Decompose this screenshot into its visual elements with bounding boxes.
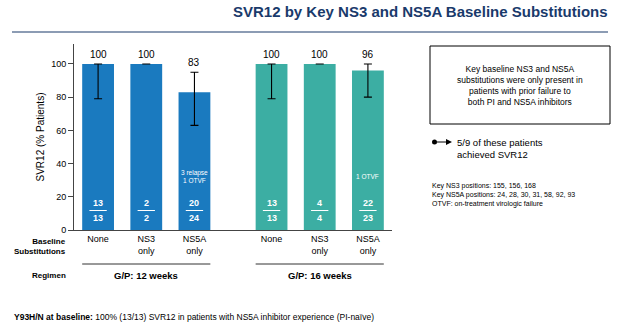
svg-text:5/9 of these patientsachieved: 5/9 of these patientsachieved SVR12 — [457, 137, 543, 160]
svg-text:13: 13 — [267, 198, 277, 208]
svg-text:100: 100 — [138, 49, 155, 60]
svg-text:Y93H/N at baseline: 100% (13/1: Y93H/N at baseline: 100% (13/13) SVR12 i… — [14, 312, 374, 322]
svg-text:100: 100 — [311, 49, 328, 60]
svg-text:100: 100 — [263, 49, 280, 60]
svg-text:13: 13 — [93, 198, 103, 208]
svg-text:Key baseline NS3 and NS5Asubst: Key baseline NS3 and NS5Asubstitutions w… — [457, 64, 583, 107]
svg-text:96: 96 — [362, 49, 374, 60]
svg-text:100: 100 — [51, 59, 66, 69]
svg-text:0: 0 — [61, 225, 66, 235]
svg-text:4: 4 — [317, 198, 322, 208]
svg-text:24: 24 — [189, 213, 199, 223]
svg-text:83: 83 — [188, 57, 200, 68]
svg-text:23: 23 — [363, 213, 373, 223]
svg-text:Key NS3 positions: 155, 156, 1: Key NS3 positions: 155, 156, 168Key NS5A… — [432, 182, 575, 208]
svg-text:SVR12 (% Patients): SVR12 (% Patients) — [35, 93, 46, 182]
svg-text:SVR12 by Key NS3 and NS5A Base: SVR12 by Key NS3 and NS5A Baseline Subst… — [233, 3, 608, 20]
svg-text:13: 13 — [267, 213, 277, 223]
svg-text:20: 20 — [56, 192, 66, 202]
svg-text:4: 4 — [317, 213, 322, 223]
svg-text:13: 13 — [93, 213, 103, 223]
svg-text:NS5Aonly: NS5Aonly — [356, 234, 380, 256]
svg-text:BaselineSubstitutions: BaselineSubstitutions — [14, 237, 66, 256]
svg-text:None: None — [261, 234, 283, 244]
svg-text:Regimen: Regimen — [32, 271, 66, 280]
svg-text:60: 60 — [56, 126, 66, 136]
svg-text:22: 22 — [363, 198, 373, 208]
svg-text:100: 100 — [90, 49, 107, 60]
svg-text:NS5Aonly: NS5Aonly — [183, 234, 207, 256]
svg-text:G/P: 16 weeks: G/P: 16 weeks — [288, 270, 352, 281]
svg-text:20: 20 — [189, 198, 199, 208]
svg-text:None: None — [87, 234, 109, 244]
svg-text:2: 2 — [144, 198, 149, 208]
svg-text:G/P: 12 weeks: G/P: 12 weeks — [114, 270, 178, 281]
svg-text:NS3only: NS3only — [311, 234, 329, 256]
svg-text:1 OTVF: 1 OTVF — [356, 173, 379, 180]
svg-text:80: 80 — [56, 92, 66, 102]
svg-text:2: 2 — [144, 213, 149, 223]
svg-text:3 relapse1 OTVF: 3 relapse1 OTVF — [181, 169, 208, 184]
svg-text:NS3only: NS3only — [138, 234, 156, 256]
svg-text:40: 40 — [56, 159, 66, 169]
